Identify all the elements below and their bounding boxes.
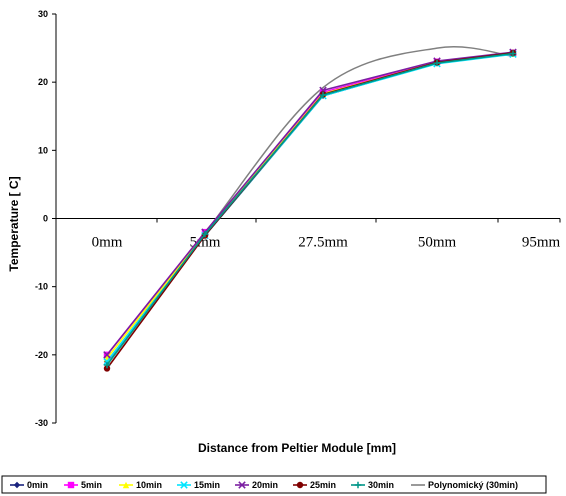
data-point bbox=[319, 91, 327, 99]
data-point bbox=[509, 50, 517, 57]
legend-label: 10min bbox=[136, 480, 162, 490]
legend-label: 15min bbox=[194, 480, 220, 490]
legend-item: 25min bbox=[293, 480, 336, 490]
x-tick-labels: 0mm 5mm 27.5mm 50mm 95mm bbox=[55, 218, 561, 251]
x-axis-title: Distance from Peltier Module [mm] bbox=[198, 441, 396, 455]
y-tick-labels: -30 -20 -10 0 10 20 30 bbox=[35, 9, 56, 428]
legend-label: 0min bbox=[27, 480, 48, 490]
axes bbox=[55, 14, 560, 423]
y-tick-label: -10 bbox=[35, 282, 48, 292]
data-point bbox=[103, 357, 111, 366]
data-point bbox=[433, 59, 441, 67]
x-tick-label: 50mm bbox=[418, 235, 457, 251]
y-tick-label: 10 bbox=[38, 145, 48, 155]
series-25min bbox=[103, 49, 517, 372]
legend-marker bbox=[354, 481, 362, 489]
series-line bbox=[106, 53, 514, 363]
y-tick-label: 20 bbox=[38, 77, 48, 87]
trendline-polynomial bbox=[106, 46, 514, 365]
legend-item: 10min bbox=[119, 480, 162, 490]
legend-marker bbox=[67, 481, 75, 489]
x-tick-label: 95mm bbox=[522, 235, 561, 251]
legend-label: 5min bbox=[81, 480, 102, 490]
x-tick-label: 27.5mm bbox=[298, 235, 348, 251]
series-line bbox=[106, 52, 514, 366]
y-tick-label: -20 bbox=[35, 350, 48, 360]
legend: 0min 5min 10min 15min 20min 25min 30min Polynom… bbox=[1, 475, 547, 494]
legend-label: 30min bbox=[368, 480, 394, 490]
legend-marker bbox=[296, 481, 304, 489]
y-tick-label: 30 bbox=[38, 9, 48, 19]
legend-item: 15min bbox=[177, 480, 220, 490]
legend-marker bbox=[238, 481, 246, 489]
data-point bbox=[103, 365, 111, 372]
legend-label: Polynomický (30min) bbox=[428, 480, 518, 490]
legend-label: 20min bbox=[252, 480, 278, 490]
x-tick-label: 0mm bbox=[92, 235, 123, 251]
data-point bbox=[103, 351, 111, 359]
series-line bbox=[106, 51, 514, 356]
legend-item: Polynomický (30min) bbox=[411, 480, 518, 490]
legend-marker bbox=[122, 481, 130, 489]
legend-item: 30min bbox=[351, 480, 394, 490]
legend-item: 20min bbox=[235, 480, 278, 490]
y-tick-label: -30 bbox=[35, 418, 48, 428]
legend-label: 25min bbox=[310, 480, 336, 490]
legend-box bbox=[1, 475, 547, 494]
legend-item: 0min bbox=[10, 480, 48, 490]
y-axis-title: Temperature [ C] bbox=[7, 176, 21, 271]
series-30min bbox=[103, 50, 517, 369]
series-10min bbox=[103, 50, 517, 362]
legend-marker bbox=[13, 481, 21, 489]
series-layer bbox=[103, 46, 517, 372]
series-20min bbox=[103, 48, 517, 359]
data-point bbox=[201, 230, 209, 238]
series-0min bbox=[103, 50, 517, 365]
y-tick-label: 0 bbox=[43, 214, 48, 224]
series-15min bbox=[103, 50, 517, 366]
data-point bbox=[103, 361, 111, 369]
series-5min bbox=[103, 49, 517, 359]
legend-marker bbox=[180, 481, 188, 489]
legend-item: 5min bbox=[64, 480, 102, 490]
